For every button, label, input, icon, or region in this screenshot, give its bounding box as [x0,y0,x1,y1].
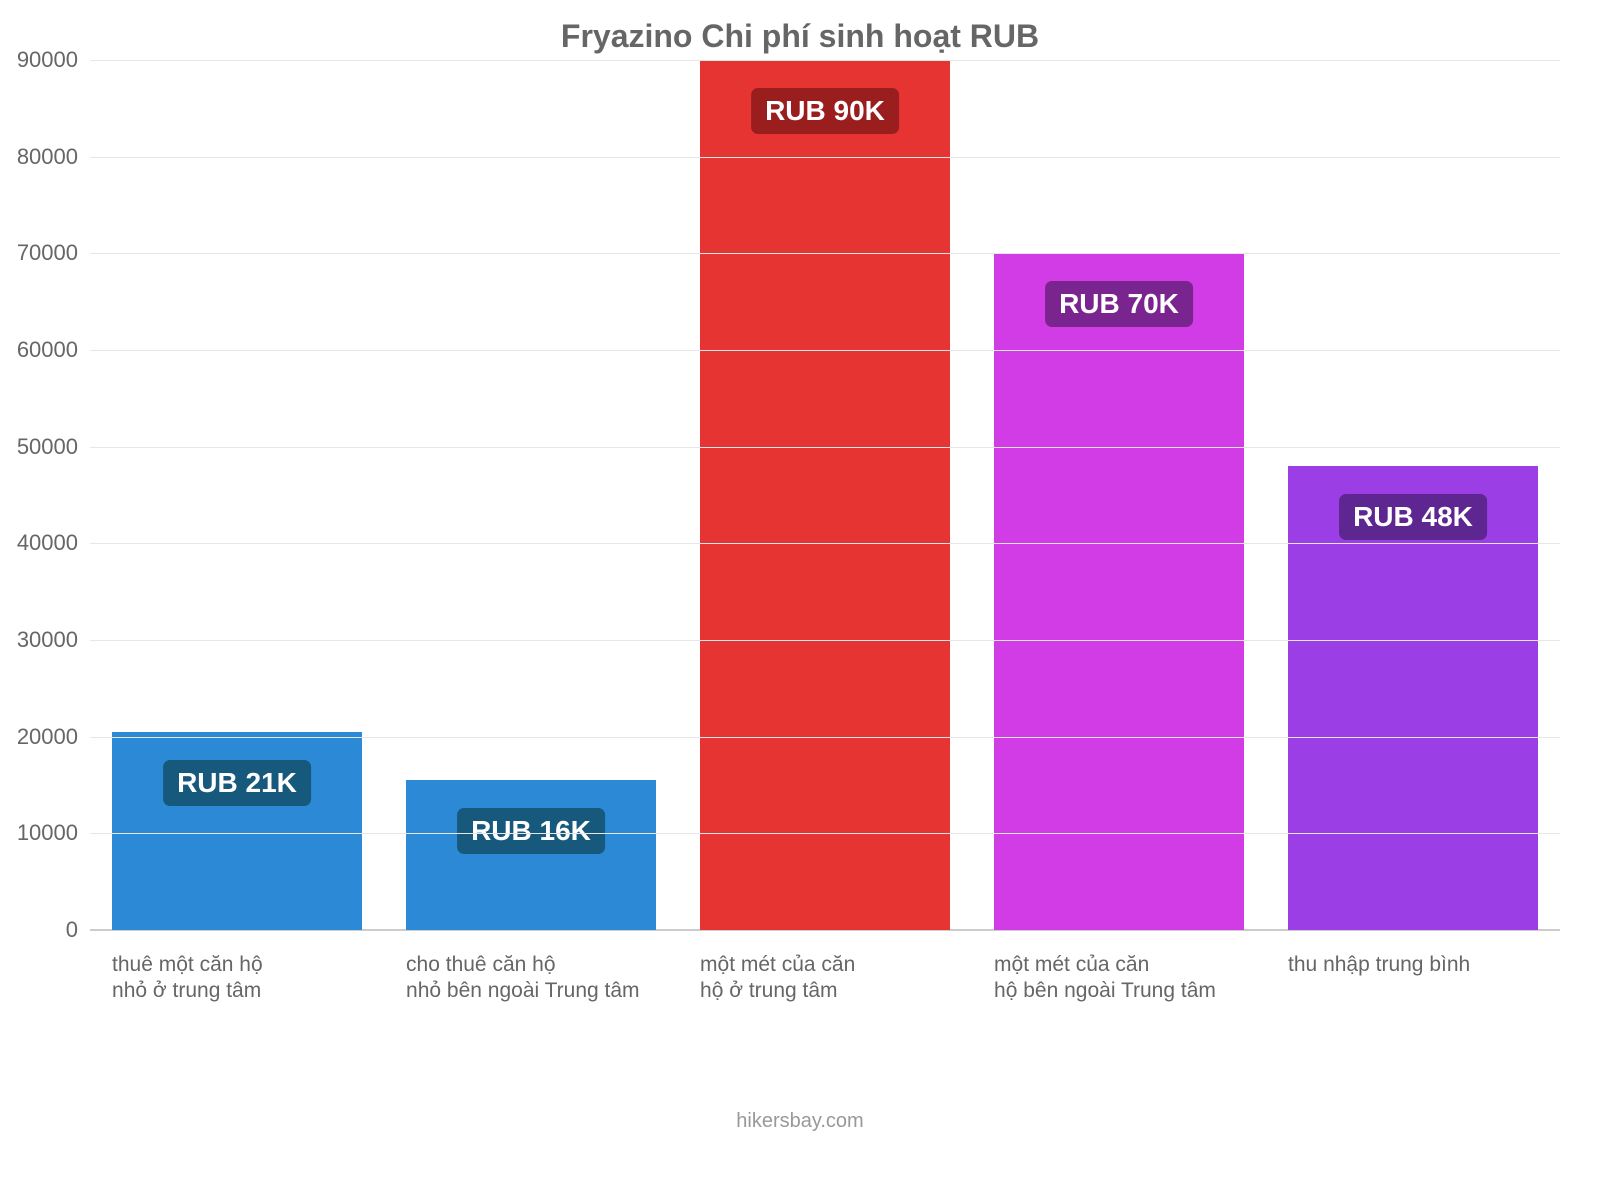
chart-container: Fryazino Chi phí sinh hoạt RUB RUB 21KRU… [0,0,1600,1200]
bars-layer: RUB 21K RUB 16K RUB 90K RUB 70K RUB 48K [90,60,1560,930]
grid-line [90,543,1560,544]
grid-line [90,157,1560,158]
bar: RUB 70K [994,253,1244,930]
y-tick-label: 20000 [17,724,78,750]
grid-line [90,350,1560,351]
x-tick-label: một mét của cănhộ ở trung tâm [700,930,950,1005]
bar: RUB 21K [112,732,362,930]
value-badge: RUB 70K [1045,281,1193,327]
y-tick-label: 80000 [17,144,78,170]
grid-line [90,253,1560,254]
attribution-text: hikersbay.com [0,1110,1600,1133]
grid-line [90,447,1560,448]
y-tick-label: 90000 [17,47,78,73]
value-badge: RUB 21K [163,760,311,806]
x-tick-label: thuê một căn hộnhỏ ở trung tâm [112,930,362,1005]
y-tick-label: 50000 [17,434,78,460]
chart-title: Fryazino Chi phí sinh hoạt RUB [0,18,1600,55]
y-tick-label: 30000 [17,627,78,653]
x-tick-label: cho thuê căn hộnhỏ bên ngoài Trung tâm [406,930,656,1005]
bar: RUB 16K [406,780,656,930]
x-tick-label: thu nhập trung bình [1288,930,1538,978]
y-tick-label: 40000 [17,530,78,556]
value-badge: RUB 90K [751,88,899,134]
grid-line [90,737,1560,738]
bar: RUB 48K [1288,466,1538,930]
value-badge: RUB 16K [457,808,605,854]
value-badge: RUB 48K [1339,494,1487,540]
bar: RUB 90K [700,60,950,930]
grid-line [90,833,1560,834]
y-tick-label: 70000 [17,240,78,266]
y-tick-label: 10000 [17,820,78,846]
y-tick-label: 0 [66,917,78,943]
y-tick-label: 60000 [17,337,78,363]
x-tick-label: một mét của cănhộ bên ngoài Trung tâm [994,930,1244,1005]
grid-line [90,60,1560,61]
plot-area: RUB 21KRUB 16KRUB 90KRUB 70KRUB 48K 0100… [90,60,1560,930]
grid-line [90,640,1560,641]
